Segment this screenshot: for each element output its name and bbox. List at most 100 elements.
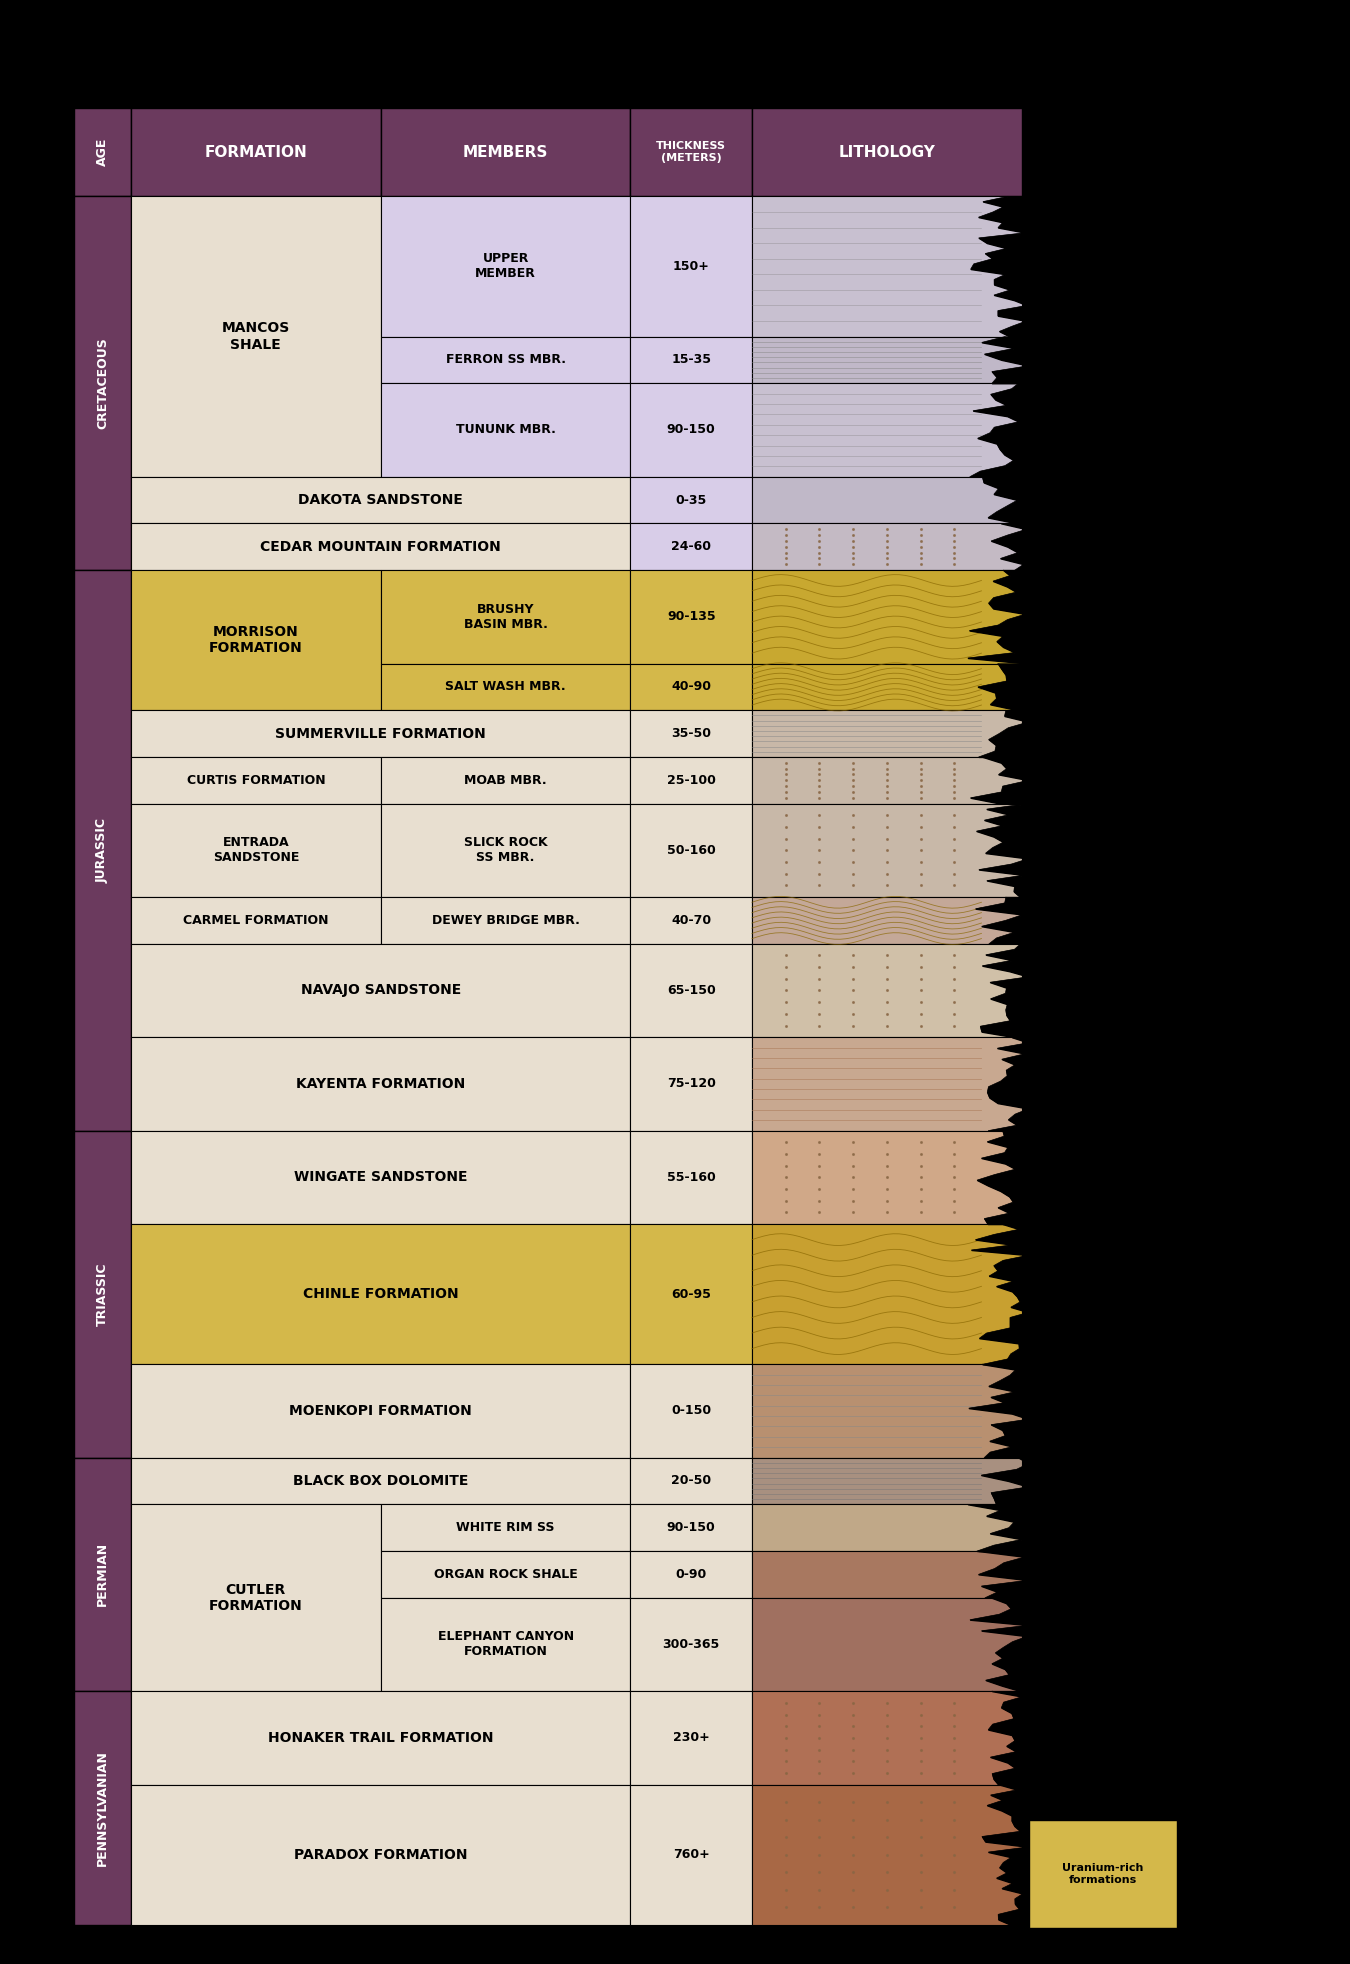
FancyBboxPatch shape bbox=[131, 570, 381, 711]
FancyBboxPatch shape bbox=[630, 1131, 752, 1224]
Text: UPPER
MEMBER: UPPER MEMBER bbox=[475, 253, 536, 281]
FancyBboxPatch shape bbox=[630, 1691, 752, 1785]
Bar bbox=[752, 1131, 1022, 1224]
Bar bbox=[752, 711, 1022, 756]
FancyBboxPatch shape bbox=[131, 522, 630, 570]
FancyBboxPatch shape bbox=[630, 196, 752, 336]
Text: CUTLER
FORMATION: CUTLER FORMATION bbox=[209, 1583, 302, 1612]
Text: CHINLE FORMATION: CHINLE FORMATION bbox=[302, 1286, 459, 1300]
FancyBboxPatch shape bbox=[381, 1599, 630, 1691]
Bar bbox=[752, 664, 1022, 711]
Text: PERMIAN: PERMIAN bbox=[96, 1542, 109, 1607]
FancyBboxPatch shape bbox=[630, 1552, 752, 1599]
FancyBboxPatch shape bbox=[381, 664, 630, 711]
FancyBboxPatch shape bbox=[630, 522, 752, 570]
FancyBboxPatch shape bbox=[131, 196, 381, 477]
Text: MANCOS
SHALE: MANCOS SHALE bbox=[221, 322, 290, 352]
FancyBboxPatch shape bbox=[381, 336, 630, 383]
Bar bbox=[752, 1691, 1022, 1785]
FancyBboxPatch shape bbox=[131, 1785, 630, 1925]
Text: CEDAR MOUNTAIN FORMATION: CEDAR MOUNTAIN FORMATION bbox=[261, 540, 501, 554]
FancyBboxPatch shape bbox=[131, 1224, 630, 1365]
Bar bbox=[752, 1365, 1022, 1457]
Bar bbox=[752, 522, 1022, 570]
Text: PENNSYLVANIAN: PENNSYLVANIAN bbox=[96, 1750, 109, 1866]
FancyBboxPatch shape bbox=[131, 1691, 630, 1785]
FancyBboxPatch shape bbox=[131, 898, 381, 945]
Text: MEMBERS: MEMBERS bbox=[463, 145, 548, 159]
Text: 55-160: 55-160 bbox=[667, 1171, 716, 1184]
Bar bbox=[752, 1504, 1022, 1552]
Text: 60-95: 60-95 bbox=[671, 1288, 711, 1300]
Text: THICKNESS
(METERS): THICKNESS (METERS) bbox=[656, 141, 726, 163]
Text: CRETACEOUS: CRETACEOUS bbox=[96, 338, 109, 428]
FancyBboxPatch shape bbox=[381, 1504, 630, 1552]
FancyBboxPatch shape bbox=[630, 570, 752, 664]
FancyBboxPatch shape bbox=[74, 570, 131, 1131]
FancyBboxPatch shape bbox=[131, 803, 381, 898]
FancyBboxPatch shape bbox=[131, 1365, 630, 1457]
Text: MOENKOPI FORMATION: MOENKOPI FORMATION bbox=[289, 1404, 472, 1418]
Text: 90-150: 90-150 bbox=[667, 1522, 716, 1534]
Text: BRUSHY
BASIN MBR.: BRUSHY BASIN MBR. bbox=[463, 603, 548, 630]
Text: 24-60: 24-60 bbox=[671, 540, 711, 554]
Text: FORMATION: FORMATION bbox=[204, 145, 308, 159]
FancyBboxPatch shape bbox=[131, 1504, 381, 1691]
FancyBboxPatch shape bbox=[630, 383, 752, 477]
Text: 40-70: 40-70 bbox=[671, 913, 711, 927]
FancyBboxPatch shape bbox=[131, 1457, 630, 1504]
Text: HONAKER TRAIL FORMATION: HONAKER TRAIL FORMATION bbox=[267, 1730, 494, 1744]
Text: DEWEY BRIDGE MBR.: DEWEY BRIDGE MBR. bbox=[432, 913, 579, 927]
FancyBboxPatch shape bbox=[630, 108, 752, 196]
FancyBboxPatch shape bbox=[630, 1224, 752, 1365]
Text: 0-35: 0-35 bbox=[675, 493, 707, 507]
Text: 90-150: 90-150 bbox=[667, 424, 716, 436]
Text: SUMMERVILLE FORMATION: SUMMERVILLE FORMATION bbox=[275, 727, 486, 740]
FancyBboxPatch shape bbox=[630, 664, 752, 711]
Text: WHITE RIM SS: WHITE RIM SS bbox=[456, 1522, 555, 1534]
FancyBboxPatch shape bbox=[630, 1457, 752, 1504]
FancyBboxPatch shape bbox=[131, 108, 381, 196]
Bar bbox=[752, 1224, 1022, 1365]
Text: SALT WASH MBR.: SALT WASH MBR. bbox=[446, 680, 566, 693]
FancyBboxPatch shape bbox=[74, 108, 131, 196]
Bar bbox=[752, 1599, 1022, 1691]
Text: KAYENTA FORMATION: KAYENTA FORMATION bbox=[296, 1076, 466, 1090]
Bar bbox=[752, 1457, 1022, 1504]
FancyBboxPatch shape bbox=[131, 945, 630, 1037]
Text: PARADOX FORMATION: PARADOX FORMATION bbox=[294, 1848, 467, 1862]
Text: Uranium-rich
formations: Uranium-rich formations bbox=[1062, 1864, 1143, 1885]
Text: MOAB MBR.: MOAB MBR. bbox=[464, 774, 547, 788]
FancyBboxPatch shape bbox=[131, 1037, 630, 1131]
Bar bbox=[752, 477, 1022, 522]
Text: 760+: 760+ bbox=[672, 1848, 710, 1862]
Text: JURASSIC: JURASSIC bbox=[96, 817, 109, 884]
Text: TUNUNK MBR.: TUNUNK MBR. bbox=[456, 424, 555, 436]
FancyBboxPatch shape bbox=[381, 383, 630, 477]
Text: 40-90: 40-90 bbox=[671, 680, 711, 693]
Text: 50-160: 50-160 bbox=[667, 845, 716, 856]
FancyBboxPatch shape bbox=[630, 898, 752, 945]
Text: CARMEL FORMATION: CARMEL FORMATION bbox=[184, 913, 328, 927]
FancyBboxPatch shape bbox=[131, 711, 630, 756]
FancyBboxPatch shape bbox=[630, 1785, 752, 1925]
FancyBboxPatch shape bbox=[630, 1365, 752, 1457]
FancyBboxPatch shape bbox=[752, 108, 1022, 196]
Text: BLACK BOX DOLOMITE: BLACK BOX DOLOMITE bbox=[293, 1473, 468, 1489]
Text: DAKOTA SANDSTONE: DAKOTA SANDSTONE bbox=[298, 493, 463, 507]
FancyBboxPatch shape bbox=[74, 196, 131, 570]
Text: 300-365: 300-365 bbox=[663, 1638, 720, 1652]
FancyBboxPatch shape bbox=[630, 803, 752, 898]
FancyBboxPatch shape bbox=[381, 196, 630, 336]
Bar bbox=[752, 756, 1022, 803]
Text: ENTRADA
SANDSTONE: ENTRADA SANDSTONE bbox=[213, 837, 298, 864]
FancyBboxPatch shape bbox=[381, 570, 630, 664]
Bar bbox=[752, 898, 1022, 945]
Text: 230+: 230+ bbox=[672, 1732, 710, 1744]
FancyBboxPatch shape bbox=[630, 945, 752, 1037]
Text: 90-135: 90-135 bbox=[667, 611, 716, 623]
Bar bbox=[752, 803, 1022, 898]
FancyBboxPatch shape bbox=[74, 1131, 131, 1457]
FancyBboxPatch shape bbox=[630, 756, 752, 803]
Text: 20-50: 20-50 bbox=[671, 1475, 711, 1487]
